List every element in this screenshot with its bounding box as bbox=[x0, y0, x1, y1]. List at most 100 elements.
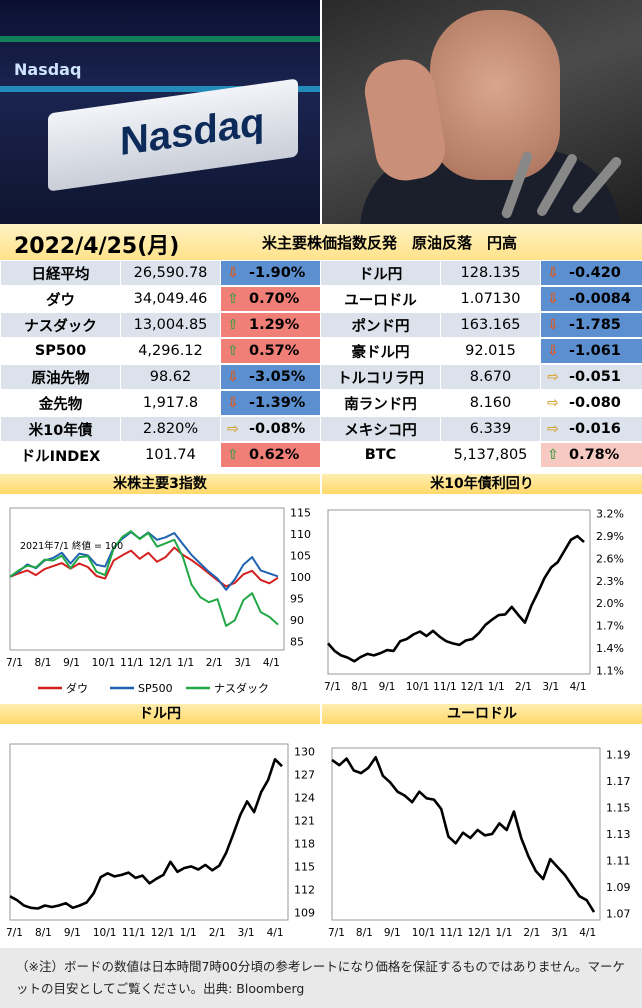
change-value: -1.061 bbox=[569, 343, 621, 359]
x-tick-label: 10/1 bbox=[93, 927, 117, 939]
arrow-right-icon: ⇨ bbox=[227, 421, 239, 437]
instrument-value: 92.015 bbox=[440, 337, 541, 365]
instrument-change: ⇩ -1.785 bbox=[540, 311, 642, 339]
x-tick-label: 9/1 bbox=[63, 657, 80, 669]
report-date: 2022/4/25(月) bbox=[14, 234, 180, 259]
date-header: 2022/4/25(月) 米主要株価指数反発 原油反落 円高 bbox=[0, 224, 642, 262]
market-board: 日経平均 26,590.78 ⇩ -1.90% ドル円 128.135 ⇩ -0.420 ダウ 3… bbox=[0, 260, 642, 469]
instrument-name: 南ランド円 bbox=[320, 389, 441, 417]
x-tick-label: 10/1 bbox=[92, 657, 116, 669]
chart-annotation: 2021年7/1 終値 = 100 bbox=[20, 540, 123, 552]
instrument-name: ダウ bbox=[0, 285, 121, 313]
y-tick-label: 1.17 bbox=[606, 775, 631, 788]
nasdaq-small-logo: Nasdaq bbox=[14, 60, 82, 79]
change-value: -1.90% bbox=[249, 265, 306, 281]
x-tick-label: 1/1 bbox=[488, 681, 505, 693]
instrument-change: ⇩ -0.420 bbox=[540, 260, 642, 287]
arrow-down-icon: ⇩ bbox=[227, 395, 239, 411]
eurusd-chart-panel: ユーロドル 1.07 1.09 1.11 1.13 1.15 1.17 1.19 7/1 8/1… bbox=[322, 704, 642, 948]
arrow-up-icon: ⇧ bbox=[227, 317, 239, 333]
instrument-name: ドル円 bbox=[320, 260, 441, 287]
board-row: ダウ 34,049.46 ⇧ 0.70% ユーロドル 1.07130 ⇩ -0.0084 bbox=[0, 285, 642, 313]
change-value: 0.57% bbox=[249, 343, 300, 359]
arrow-right-icon: ⇨ bbox=[547, 395, 559, 411]
instrument-value: 2.820% bbox=[120, 415, 221, 443]
instrument-change: ⇩ -1.90% bbox=[220, 260, 321, 287]
chart-title: ドル円 bbox=[0, 704, 320, 724]
usdjpy-chart: 109 112 115 118 121 124 127 130 7/1 8/1 9/1 10/1 11/… bbox=[6, 743, 315, 939]
legend-label: ダウ bbox=[66, 681, 88, 695]
y-tick-label: 1.7% bbox=[596, 620, 624, 633]
y-tick-label: 110 bbox=[290, 528, 311, 541]
y-tick-label: 124 bbox=[294, 792, 315, 805]
y-tick-label: 1.09 bbox=[606, 881, 631, 894]
x-tick-label: 1/1 bbox=[177, 657, 194, 669]
instrument-value: 1.07130 bbox=[440, 285, 541, 313]
change-value: -0.08% bbox=[249, 421, 306, 437]
nasdaq-photo: Nasdaq Nasdaq bbox=[0, 0, 320, 224]
instrument-value: 26,590.78 bbox=[120, 260, 221, 287]
board-row: 原油先物 98.62 ⇩ -3.05% トルコリラ円 8.670 ⇨ -0.051 bbox=[0, 363, 642, 391]
x-tick-label: 7/1 bbox=[324, 681, 341, 693]
y-tick-label: 1.15 bbox=[606, 802, 631, 815]
y-tick-label: 127 bbox=[294, 769, 315, 782]
arrow-down-icon: ⇩ bbox=[227, 265, 239, 281]
instrument-change: ⇩ -1.061 bbox=[540, 337, 642, 365]
chart-title: ユーロドル bbox=[322, 704, 642, 724]
plot-area bbox=[9, 507, 285, 651]
instrument-value: 101.74 bbox=[120, 441, 221, 469]
x-tick-label: 2/1 bbox=[523, 927, 540, 939]
x-tick-label: 12/1 bbox=[149, 657, 173, 669]
board-row: 日経平均 26,590.78 ⇩ -1.90% ドル円 128.135 ⇩ -0.420 bbox=[0, 260, 642, 287]
instrument-value: 128.135 bbox=[440, 260, 541, 287]
series-line-values bbox=[327, 534, 585, 663]
disclaimer: （※注）ボードの数値は日本時間7時00分頃の参考レートになり価格を保証するもので… bbox=[0, 948, 642, 1008]
usdjpy-chart-panel: ドル円 109 112 115 118 121 124 127 130 7/1 8/1 9/1 10/… bbox=[0, 704, 320, 948]
change-value: 1.29% bbox=[249, 317, 300, 333]
instrument-change: ⇩ -1.39% bbox=[220, 389, 321, 417]
x-tick-label: 8/1 bbox=[35, 927, 52, 939]
instrument-value: 8.670 bbox=[440, 363, 541, 391]
x-tick-label: 7/1 bbox=[328, 927, 345, 939]
x-tick-label: 8/1 bbox=[35, 657, 52, 669]
arrow-up-icon: ⇧ bbox=[227, 291, 239, 307]
headline: 米主要株価指数反発 原油反落 円高 bbox=[262, 234, 518, 252]
change-value: -1.785 bbox=[569, 317, 621, 333]
change-value: 0.70% bbox=[249, 291, 300, 307]
instrument-change: ⇧ 0.62% bbox=[220, 441, 321, 469]
arrow-down-icon: ⇩ bbox=[547, 343, 559, 359]
y-tick-label: 1.1% bbox=[596, 664, 624, 677]
x-tick-label: 10/1 bbox=[412, 927, 436, 939]
board-row: SP500 4,296.12 ⇧ 0.57% 豪ドル円 92.015 ⇩ -1.061 bbox=[0, 337, 642, 365]
arrow-up-icon: ⇧ bbox=[227, 343, 239, 359]
y-tick-label: 3.2% bbox=[596, 508, 624, 521]
change-value: -1.39% bbox=[249, 395, 306, 411]
x-tick-label: 4/1 bbox=[263, 657, 280, 669]
x-tick-label: 10/1 bbox=[406, 681, 430, 693]
ticker-strip bbox=[0, 36, 320, 42]
y-tick-label: 1.13 bbox=[606, 828, 631, 841]
instrument-name: SP500 bbox=[0, 337, 121, 365]
instrument-change: ⇧ 1.29% bbox=[220, 311, 321, 339]
x-tick-label: 4/1 bbox=[267, 927, 284, 939]
instrument-value: 163.165 bbox=[440, 311, 541, 339]
x-tick-label: 2/1 bbox=[515, 681, 532, 693]
x-tick-label: 4/1 bbox=[579, 927, 596, 939]
y-tick-label: 95 bbox=[290, 592, 304, 605]
x-tick-label: 3/1 bbox=[542, 681, 559, 693]
x-tick-label: 11/1 bbox=[440, 927, 464, 939]
instrument-change: ⇨ -0.08% bbox=[220, 415, 321, 443]
x-tick-label: 9/1 bbox=[379, 681, 396, 693]
series-line-values bbox=[9, 758, 283, 910]
portrait-head bbox=[430, 10, 560, 180]
instrument-name: 原油先物 bbox=[0, 363, 121, 391]
arrow-up-icon: ⇧ bbox=[547, 447, 559, 463]
instrument-change: ⇨ -0.016 bbox=[540, 415, 642, 443]
disclaimer-text: （※注）ボードの数値は日本時間7時00分頃の参考レートになり価格を保証するもので… bbox=[16, 959, 625, 996]
y-tick-label: 2.9% bbox=[596, 530, 624, 543]
instrument-name: 豪ドル円 bbox=[320, 337, 441, 365]
instrument-name: 金先物 bbox=[0, 389, 121, 417]
arrow-down-icon: ⇩ bbox=[547, 291, 559, 307]
instrument-name: メキシコ円 bbox=[320, 415, 441, 443]
instrument-name: ユーロドル bbox=[320, 285, 441, 313]
